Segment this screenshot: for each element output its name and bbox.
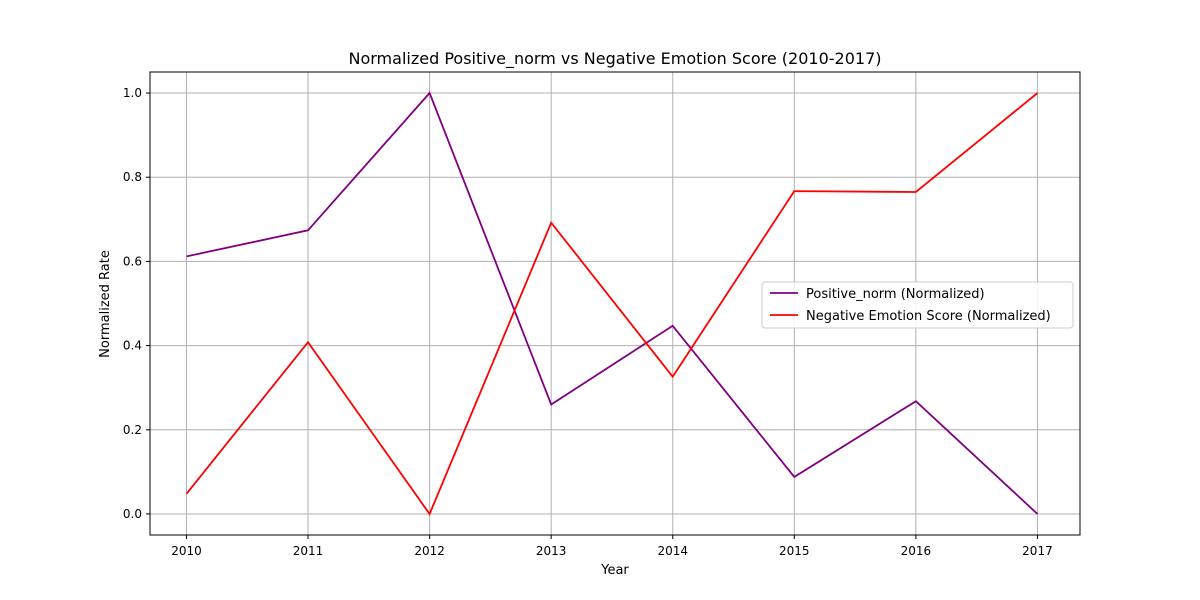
x-tick-label: 2015: [779, 544, 810, 558]
chart-title: Normalized Positive_norm vs Negative Emo…: [349, 49, 882, 69]
y-tick-label: 0.4: [123, 339, 142, 353]
x-tick-label: 2011: [293, 544, 324, 558]
x-tick-label: 2014: [657, 544, 688, 558]
series-line-2: [185, 92, 1039, 516]
y-tick-label: 0.6: [123, 254, 142, 268]
y-tick-label: 0.8: [123, 170, 142, 184]
y-tick-label: 1.0: [123, 86, 142, 100]
y-axis-ticks: 0.0 0.2 0.4 0.6 0.8 1.0: [123, 86, 150, 521]
plot-area-frame: [149, 71, 1081, 536]
legend-entry-1: Positive_norm (Normalized): [806, 287, 985, 302]
y-axis-label: Normalized Rate: [98, 250, 113, 358]
y-tick-label: 0.0: [123, 507, 142, 521]
x-tick-label: 2016: [901, 544, 932, 558]
x-axis-ticks: 2010 2011 2012 2013 2014 2015 2016 2017: [171, 535, 1053, 558]
y-tick-label: 0.2: [123, 423, 142, 437]
series-line-1: [186, 91, 1039, 515]
legend: Positive_norm (Normalized) Negative Emoti…: [761, 281, 1074, 329]
x-tick-label: 2012: [414, 544, 445, 558]
x-axis-label: Year: [600, 563, 629, 578]
x-tick-label: 2017: [1022, 544, 1053, 558]
series-lines: [185, 91, 1039, 516]
legend-box: [761, 281, 1074, 329]
x-tick-label: 2010: [171, 544, 202, 558]
x-tick-label: 2013: [536, 544, 567, 558]
legend-entry-2: Negative Emotion Score (Normalized): [806, 309, 1051, 324]
